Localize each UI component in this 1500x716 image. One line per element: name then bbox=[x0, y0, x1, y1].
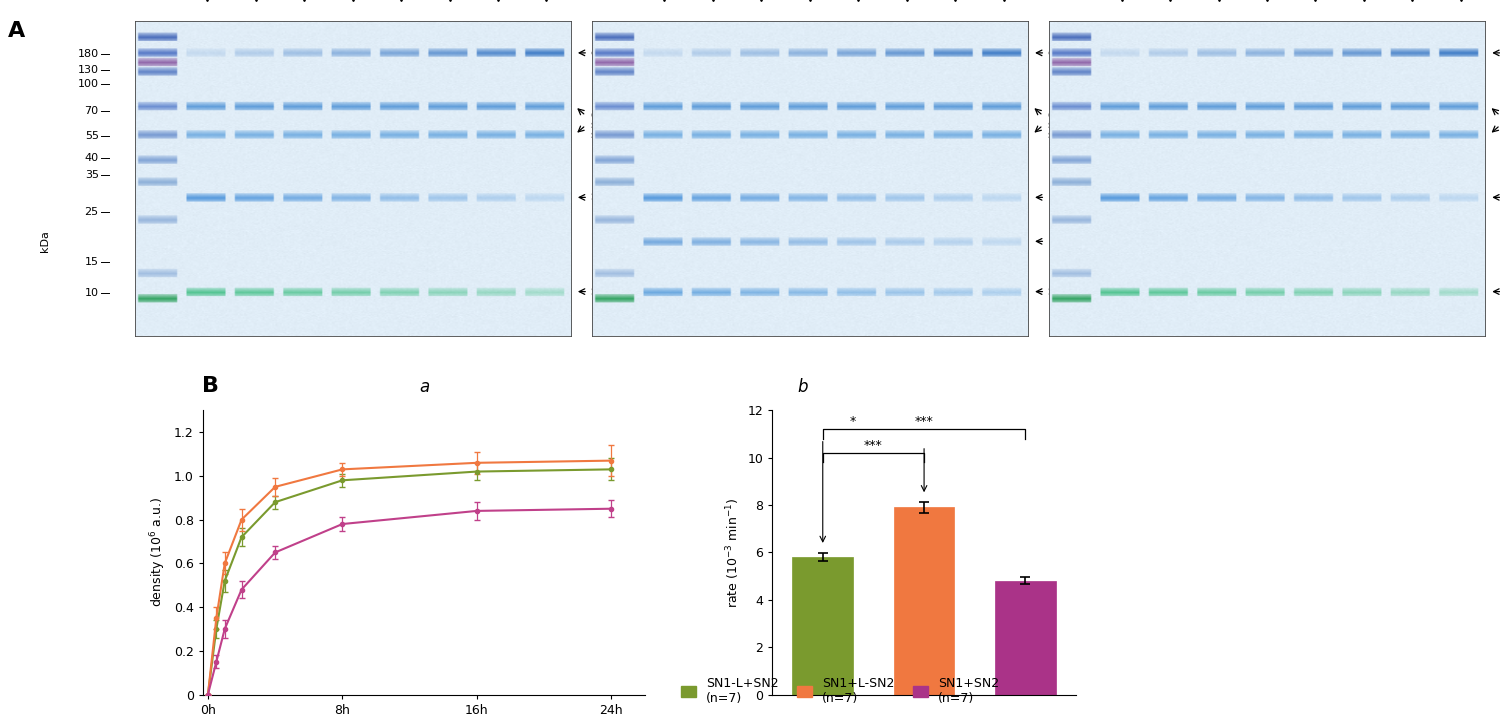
Text: L-SN2: L-SN2 bbox=[1047, 193, 1080, 203]
Text: ***: *** bbox=[864, 439, 883, 452]
Text: GST-: GST- bbox=[591, 111, 616, 121]
Text: SN1: SN1 bbox=[1047, 286, 1070, 296]
Text: 100: 100 bbox=[78, 79, 99, 90]
Text: syb: syb bbox=[591, 130, 609, 140]
Text: kDa: kDa bbox=[39, 231, 50, 252]
Text: B: B bbox=[202, 376, 219, 396]
Bar bbox=[894, 508, 954, 695]
Text: c: c bbox=[996, 0, 1005, 1]
Text: a: a bbox=[82, 0, 93, 1]
Bar bbox=[994, 581, 1056, 695]
Text: 55: 55 bbox=[84, 131, 99, 141]
Text: SN1-L: SN1-L bbox=[591, 193, 622, 203]
Bar bbox=[792, 557, 853, 695]
Text: 70: 70 bbox=[84, 106, 99, 116]
Y-axis label: density (10$^6$ a.u.): density (10$^6$ a.u.) bbox=[148, 498, 168, 607]
Text: 180: 180 bbox=[78, 49, 99, 59]
Text: 10: 10 bbox=[84, 288, 99, 298]
Text: stx: stx bbox=[591, 120, 608, 130]
Text: 25: 25 bbox=[84, 206, 99, 216]
Legend: SN1-L+SN2
(n=7), SN1+L-SN2
(n=7), SN1+SN2
(n=7): SN1-L+SN2 (n=7), SN1+L-SN2 (n=7), SN1+SN… bbox=[675, 672, 1005, 710]
Y-axis label: rate (10$^{-3}$ min$^{-1}$): rate (10$^{-3}$ min$^{-1}$) bbox=[724, 498, 741, 608]
Text: b: b bbox=[796, 378, 807, 396]
Text: 130: 130 bbox=[78, 65, 99, 75]
Text: syb: syb bbox=[1047, 130, 1066, 140]
Text: ***: *** bbox=[915, 415, 933, 428]
Text: GST-: GST- bbox=[1047, 111, 1072, 121]
Text: 35: 35 bbox=[84, 170, 99, 180]
Text: SN2: SN2 bbox=[591, 286, 613, 296]
Text: cplx.: cplx. bbox=[591, 48, 616, 58]
Text: 15: 15 bbox=[84, 257, 99, 267]
Text: stx: stx bbox=[1047, 120, 1064, 130]
Text: cplx.: cplx. bbox=[1047, 48, 1074, 58]
Text: A: A bbox=[8, 21, 24, 42]
Text: *: * bbox=[850, 415, 856, 428]
Text: a: a bbox=[419, 378, 429, 396]
Text: b: b bbox=[540, 0, 550, 1]
Text: 40: 40 bbox=[84, 153, 99, 163]
